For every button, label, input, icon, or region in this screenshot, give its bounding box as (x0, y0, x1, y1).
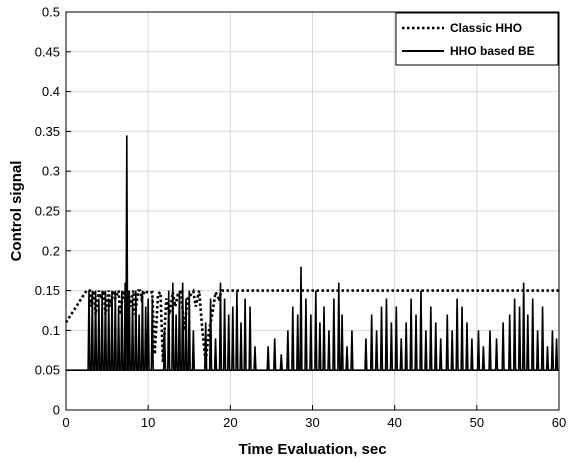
y-tick-label: 0 (53, 403, 60, 418)
series-line-classic-hho (64, 288, 559, 363)
x-tick-label: 30 (305, 415, 319, 430)
x-tick-label: 0 (62, 415, 69, 430)
tick-labels: 0 10 20 30 40 50 60 0 0.05 0.1 0.15 0.2 0.25 0.3 0.35 0… (35, 5, 567, 431)
y-tick-label: 0.15 (35, 283, 60, 298)
y-tick-label: 0.5 (42, 5, 60, 20)
axis-ticks (65, 11, 560, 411)
legend-box (395, 12, 559, 66)
series-layer (64, 135, 559, 371)
legend-label-hho-based-be: HHO based BE (450, 44, 535, 58)
x-tick-label: 40 (387, 415, 401, 430)
y-tick-label: 0.1 (42, 323, 60, 338)
x-tick-label: 10 (141, 415, 155, 430)
y-axis-label: Control signal (8, 161, 25, 262)
legend: Classic HHO HHO based BE (395, 12, 559, 66)
series-line-hho-based-be (66, 135, 559, 371)
y-tick-label: 0.35 (35, 124, 60, 139)
x-axis-label: Time Evaluation, sec (238, 441, 386, 458)
y-tick-label: 0.45 (35, 44, 60, 59)
x-tick-label: 60 (552, 415, 566, 430)
x-tick-label: 20 (223, 415, 237, 430)
y-tick-label: 0.4 (42, 84, 60, 99)
y-tick-label: 0.25 (35, 204, 60, 219)
y-tick-label: 0.05 (35, 363, 60, 378)
x-tick-label: 50 (470, 415, 484, 430)
legend-label-classic-hho: Classic HHO (450, 21, 522, 35)
y-tick-label: 0.2 (42, 243, 60, 258)
y-tick-label: 0.3 (42, 164, 60, 179)
